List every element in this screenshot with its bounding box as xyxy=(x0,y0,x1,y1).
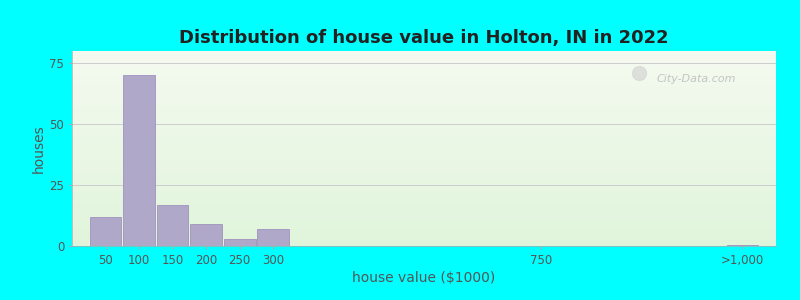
Bar xyxy=(123,75,155,246)
Bar xyxy=(726,245,758,246)
Bar xyxy=(258,229,289,246)
Bar xyxy=(90,217,122,246)
Bar xyxy=(157,205,189,246)
Bar xyxy=(190,224,222,246)
X-axis label: house value ($1000): house value ($1000) xyxy=(352,271,496,285)
Text: City-Data.com: City-Data.com xyxy=(656,74,736,84)
Y-axis label: houses: houses xyxy=(31,124,46,173)
Title: Distribution of house value in Holton, IN in 2022: Distribution of house value in Holton, I… xyxy=(179,29,669,47)
Bar xyxy=(224,239,255,246)
